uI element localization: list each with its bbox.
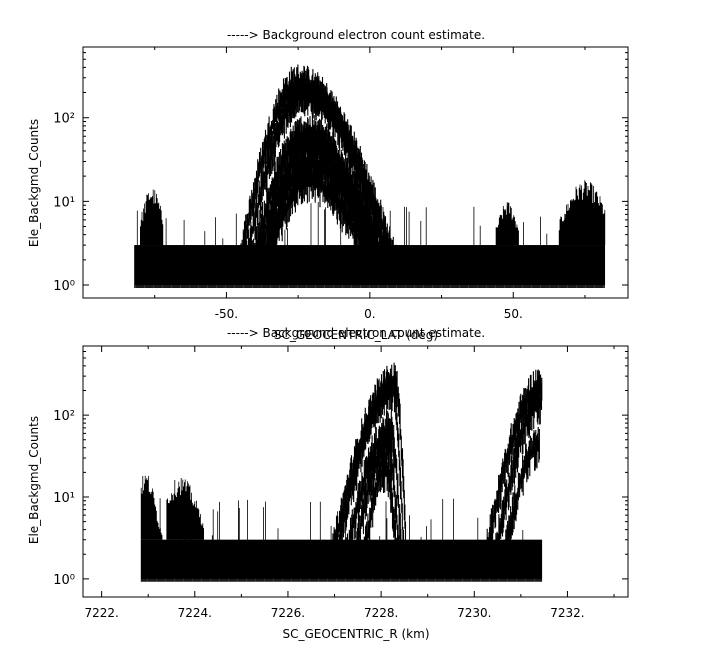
pass-1 — [333, 371, 405, 579]
plot-frame — [82, 46, 629, 299]
y-tick-label: 10⁰ — [53, 573, 75, 588]
y-axis-label: Ele_Backgmd_Counts — [27, 416, 41, 544]
x-tick-label: 7224. — [178, 606, 212, 620]
x-tick-label: 50. — [504, 307, 523, 321]
plot-frame — [82, 345, 629, 598]
axis-ticks — [82, 46, 628, 298]
panel-latitude: -----> Background electron count estimat… — [27, 28, 629, 342]
x-tick-label: -50. — [215, 307, 238, 321]
x-tick-label: 7226. — [271, 606, 305, 620]
tick-marks — [83, 345, 628, 597]
bump-0 — [140, 475, 163, 540]
x-tick-labels: -50. 0. 50. — [215, 307, 523, 321]
y-tick-label: 10¹ — [53, 491, 75, 506]
x-tick-label: 0. — [364, 307, 375, 321]
x-tick-label: 7228. — [364, 606, 398, 620]
pass-1 — [243, 73, 393, 285]
y-axis-label: Ele_Backgmd_Counts — [27, 119, 41, 247]
pass-3 — [352, 427, 400, 579]
bump-2 — [140, 189, 164, 246]
pass-5 — [483, 369, 543, 579]
x-tick-labels: 7222. 7224. 7226. 7228. 7230. 7232. — [84, 606, 584, 620]
axis-ticks — [83, 345, 628, 597]
data-marks — [140, 362, 543, 582]
pass-4 — [361, 451, 398, 579]
y-tick-labels: 10⁰ 10¹ 10² — [53, 112, 75, 294]
x-tick-label: 7232. — [550, 606, 584, 620]
y-tick-label: 10¹ — [53, 195, 75, 210]
x-axis-label: SC_GEOCENTRIC_R (km) — [283, 627, 430, 641]
pass-7 — [501, 427, 540, 579]
pass-6 — [492, 383, 543, 576]
bump-1 — [495, 202, 519, 246]
bump-1 — [166, 478, 204, 540]
x-tick-label: 7222. — [84, 606, 118, 620]
panel-radius: -----> Background electron count estimat… — [27, 326, 629, 641]
y-tick-label: 10⁰ — [53, 279, 75, 294]
x-tick-label: 7230. — [457, 606, 491, 620]
data-marks — [134, 64, 606, 288]
pass-5 — [266, 159, 376, 285]
bump-0 — [558, 180, 606, 246]
chart-title: -----> Background electron count estimat… — [227, 28, 485, 42]
y-tick-labels: 10⁰ 10¹ 10² — [53, 409, 75, 588]
x-axis-label: SC_GEOCENTRIC_LAT (deg) — [274, 328, 438, 342]
y-tick-label: 10² — [53, 409, 75, 424]
y-tick-label: 10² — [53, 112, 75, 127]
tick-marks — [82, 46, 628, 298]
chart-title: -----> Background electron count estimat… — [227, 326, 485, 340]
